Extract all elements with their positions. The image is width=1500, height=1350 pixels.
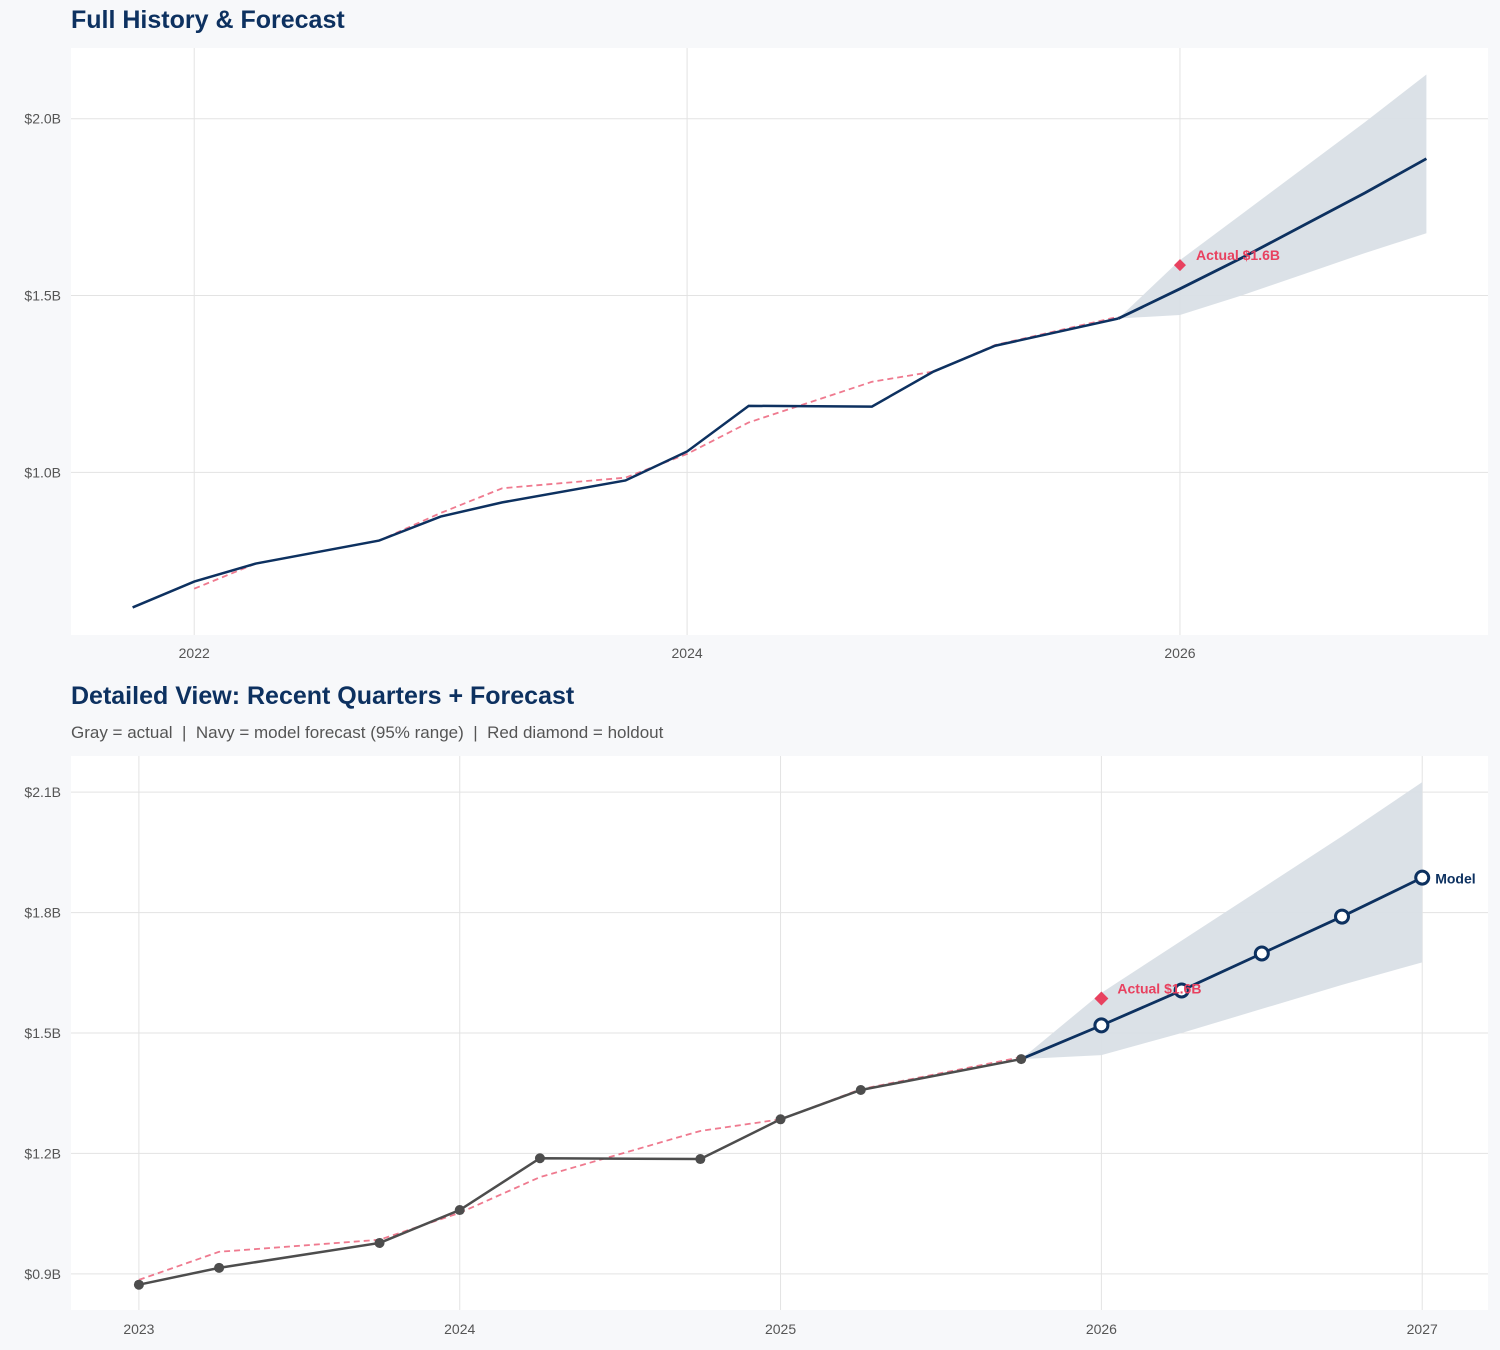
y-tick-label: $1.2B bbox=[24, 1145, 61, 1161]
forecast-95-band bbox=[1021, 782, 1423, 1060]
actual-line bbox=[132, 317, 1119, 609]
x-tick-label: 2026 bbox=[1164, 645, 1195, 661]
y-tick-label: $1.5B bbox=[24, 288, 61, 304]
x-tick-label: 2024 bbox=[444, 1321, 475, 1337]
x-tick-label: 2022 bbox=[179, 645, 210, 661]
holdout-label: Actual $1.6B bbox=[1117, 980, 1201, 996]
forecast-95-band bbox=[1118, 74, 1427, 319]
actual-point bbox=[133, 1279, 144, 1290]
x-tick-label: 2023 bbox=[123, 1321, 154, 1337]
y-tick-label: $1.8B bbox=[24, 905, 61, 921]
chart-title-full-history: Full History & Forecast bbox=[71, 6, 345, 34]
holdout-diamond bbox=[1173, 259, 1186, 272]
holdout-label: Actual $1.6B bbox=[1196, 247, 1280, 263]
actual-point bbox=[775, 1114, 786, 1125]
y-tick-label: $1.0B bbox=[24, 464, 61, 480]
forecast-point bbox=[1334, 908, 1351, 925]
actual-point bbox=[214, 1262, 225, 1273]
y-tick-label: $2.0B bbox=[24, 111, 61, 127]
actual-point bbox=[1016, 1054, 1027, 1065]
actual-point bbox=[374, 1237, 385, 1248]
y-tick-label: $2.1B bbox=[24, 784, 61, 800]
chart-title-detailed: Detailed View: Recent Quarters + Forecas… bbox=[71, 682, 575, 710]
forecast-line bbox=[1117, 157, 1428, 320]
chart-detailed: $0.9B $1.2B $1.5B $1.8B $2.1B 2023 2024 2025 202… bbox=[24, 756, 1488, 1337]
x-tick-label: 2025 bbox=[765, 1321, 796, 1337]
forecast-point bbox=[1414, 869, 1431, 886]
x-tick-label: 2027 bbox=[1407, 1321, 1438, 1337]
forecast-point bbox=[1173, 982, 1190, 999]
y-tick-label: $0.9B bbox=[24, 1266, 61, 1282]
x-tick-label: 2026 bbox=[1086, 1321, 1117, 1337]
forecast-point bbox=[1253, 945, 1270, 962]
actual-point bbox=[454, 1205, 465, 1216]
model-end-label: Model bbox=[1435, 871, 1475, 887]
forecast-line bbox=[1020, 876, 1423, 1061]
actual-point bbox=[695, 1154, 706, 1165]
chart-full-history: $1.0B $1.5B $2.0B 2022 2024 2026 Actual $1.6B bbox=[24, 48, 1488, 661]
forecast-point bbox=[1093, 1017, 1110, 1034]
holdout-diamond bbox=[1094, 991, 1109, 1006]
y-tick-label: $1.5B bbox=[24, 1025, 61, 1041]
actual-point bbox=[534, 1153, 545, 1164]
plot-area bbox=[71, 48, 1488, 635]
actual-point bbox=[855, 1085, 866, 1096]
x-tick-label: 2024 bbox=[672, 645, 703, 661]
chart-subtitle-detailed: Gray = actual | Navy = model forecast (9… bbox=[71, 723, 664, 742]
